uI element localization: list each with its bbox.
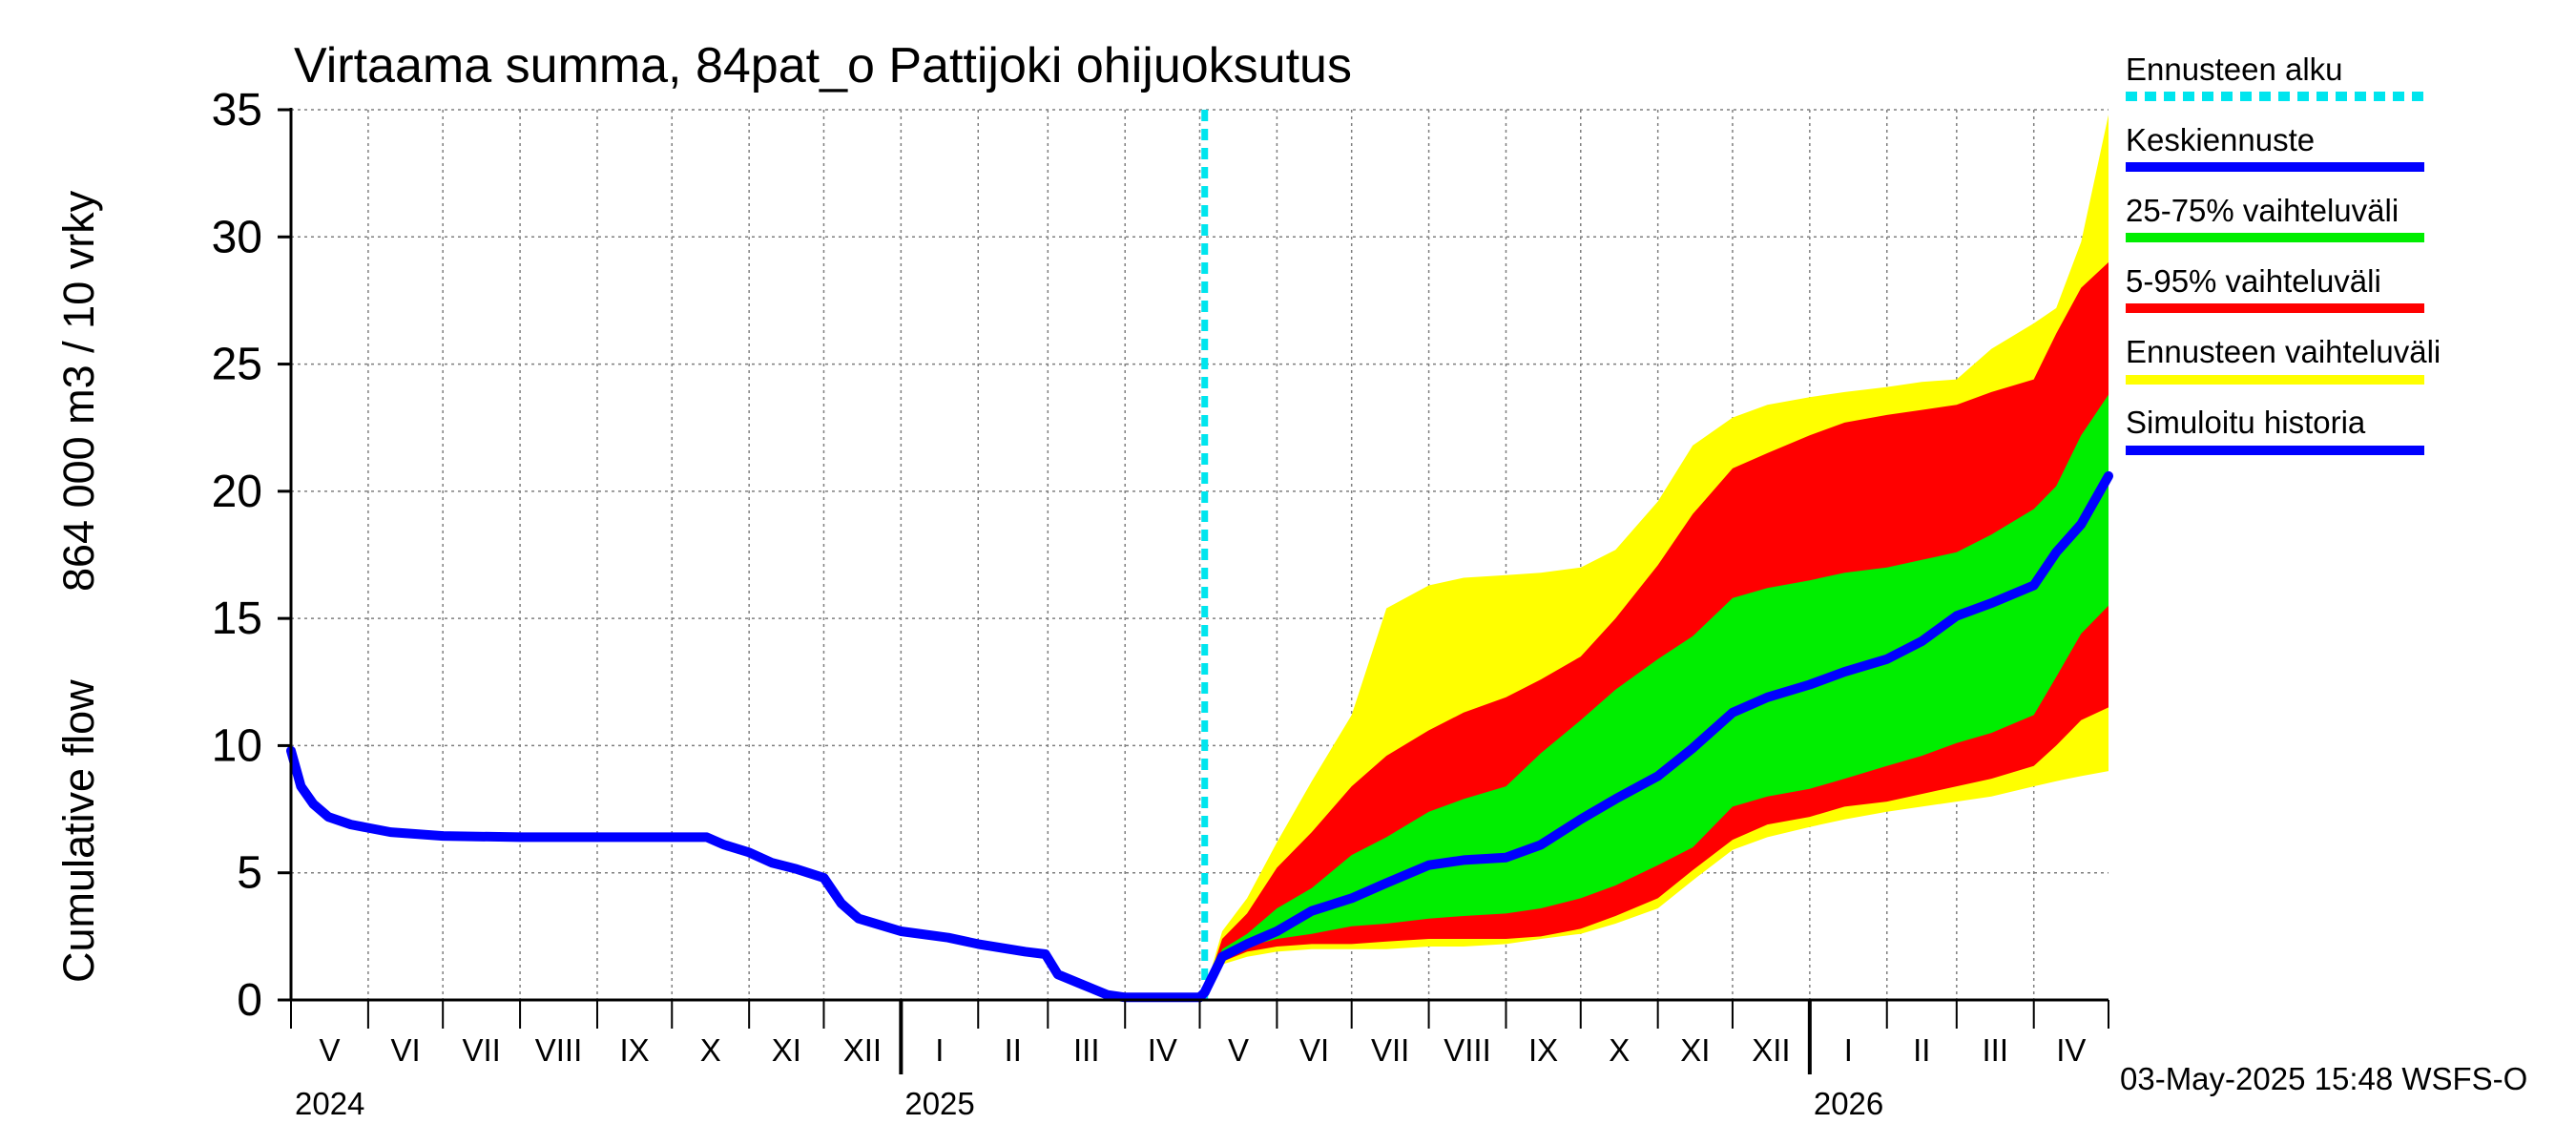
month-label: VII xyxy=(462,1032,500,1068)
x-axis: V VI VII VIII IX X XI XII I II III IV V VI VII VIII IX X X… xyxy=(290,1000,2109,1121)
y-tick-label: 15 xyxy=(212,593,262,644)
month-label: X xyxy=(1609,1032,1630,1068)
chart-title: Virtaama summa, 84pat_o Pattijoki ohijuo… xyxy=(294,38,1352,94)
month-label: X xyxy=(700,1032,721,1068)
history-line xyxy=(286,745,1205,1003)
y-tick-label: 30 xyxy=(212,212,262,262)
legend-label: Simuloitu historia xyxy=(2126,405,2366,440)
median-forecast-line xyxy=(1195,470,2113,1003)
month-label: I xyxy=(1844,1032,1853,1068)
month-label: XII xyxy=(1752,1032,1790,1068)
month-label: II xyxy=(1913,1032,1930,1068)
month-label: V xyxy=(319,1032,340,1068)
y-tick-label: 35 xyxy=(212,85,262,135)
forecast-bands xyxy=(1204,114,2109,993)
month-label: III xyxy=(1983,1032,2009,1068)
band-5-95 xyxy=(1204,261,2109,992)
y-axis-ticks: 0 5 10 15 20 25 30 35 xyxy=(212,85,291,1026)
month-label: VIII xyxy=(535,1032,583,1068)
month-label: VI xyxy=(1299,1032,1329,1068)
month-label: I xyxy=(935,1032,944,1068)
legend-label: Keskiennuste xyxy=(2126,122,2315,157)
month-label: XI xyxy=(1680,1032,1710,1068)
y-tick-label: 10 xyxy=(212,720,262,771)
legend-label: 25-75% vaihteluväli xyxy=(2126,193,2399,228)
year-label: 2025 xyxy=(904,1086,974,1121)
year-label: 2026 xyxy=(1814,1086,1883,1121)
y-tick-label: 0 xyxy=(237,975,262,1026)
legend-label: 5-95% vaihteluväli xyxy=(2126,263,2381,299)
series-lines xyxy=(286,110,2113,1003)
y-tick-label: 5 xyxy=(237,848,262,899)
legend-label: Ennusteen vaihteluväli xyxy=(2126,334,2441,369)
y-tick-label: 25 xyxy=(212,340,262,390)
month-label: VI xyxy=(390,1032,420,1068)
month-label: IV xyxy=(2056,1032,2086,1068)
y-tick-label: 20 xyxy=(212,467,262,517)
y-axis-label-part2: 864 000 m3 / 10 vrky xyxy=(54,190,103,592)
month-label: VII xyxy=(1371,1032,1409,1068)
month-label: IX xyxy=(620,1032,650,1068)
month-label: IV xyxy=(1148,1032,1177,1068)
footer-timestamp: 03-May-2025 15:48 WSFS-O xyxy=(2120,1061,2527,1096)
band-25-75 xyxy=(1204,394,2109,993)
year-label: 2024 xyxy=(295,1086,364,1121)
month-label: XI xyxy=(772,1032,801,1068)
legend: Ennusteen alku Keskiennuste 25-75% vaihtel… xyxy=(2126,52,2441,455)
month-label: IX xyxy=(1528,1032,1558,1068)
y-axis-label-part1: Cumulative flow xyxy=(54,679,103,983)
month-label: III xyxy=(1073,1032,1100,1068)
month-label: V xyxy=(1228,1032,1249,1068)
month-label: II xyxy=(1005,1032,1022,1068)
month-label: XII xyxy=(843,1032,882,1068)
month-label: VIII xyxy=(1444,1032,1491,1068)
legend-label: Ennusteen alku xyxy=(2126,52,2343,87)
